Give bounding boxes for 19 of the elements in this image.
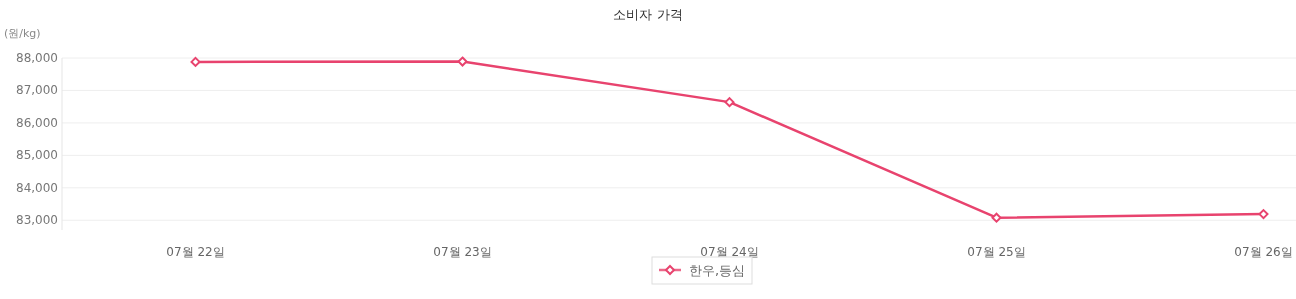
point [1258, 209, 1269, 220]
y-tick-label: 85,000 [16, 148, 58, 163]
y-tick-label: 87,000 [16, 83, 58, 98]
point [190, 56, 201, 67]
x-tick-label: 07월 26일 [1234, 245, 1293, 259]
x-tick-label: 07월 25일 [967, 245, 1026, 259]
point [457, 56, 468, 67]
x-tick-label: 07월 23일 [433, 245, 492, 259]
point [991, 212, 1002, 223]
x-tick-label: 07월 22일 [166, 245, 225, 259]
y-tick-label: 86,000 [16, 115, 58, 130]
chart-title: 소비자 가격 [613, 7, 683, 22]
legend-label: 한우,등심 [689, 263, 746, 278]
x-tick-label: 07월 24일 [700, 245, 759, 259]
y-tick-label: 83,000 [16, 213, 58, 228]
y-tick-label: 84,000 [16, 180, 58, 195]
y-axis-title: (원/kg) [4, 27, 41, 40]
y-tick-label: 88,000 [16, 51, 58, 65]
point [724, 97, 735, 108]
